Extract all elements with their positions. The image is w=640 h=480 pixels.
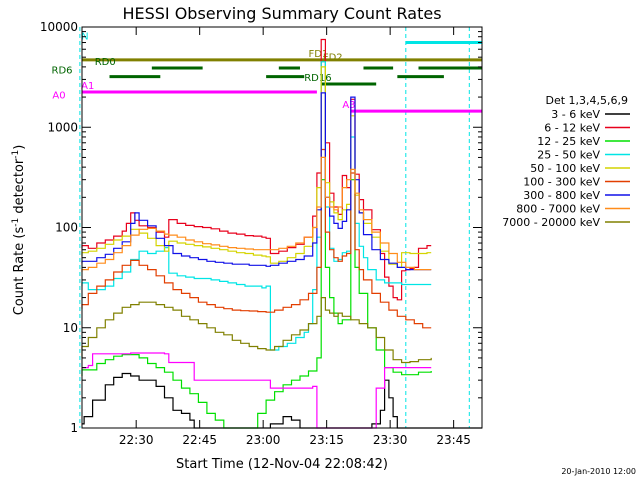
state-bar-label-rd16: RD16: [304, 73, 331, 84]
x-tick-label-4: 23:15: [309, 433, 344, 447]
y-axis-label-sup2: -1: [11, 150, 21, 159]
series-line-2: [81, 179, 432, 429]
y-tick-label-4: 10000: [40, 20, 78, 34]
x-axis-label: Start Time (12-Nov-04 22:08:42): [176, 457, 388, 472]
series-line-8: [81, 297, 432, 364]
series-line-1: [81, 38, 432, 301]
state-bar-label-a1: A1: [81, 81, 94, 92]
y-axis-label-mid: detector: [12, 158, 27, 218]
chart-title: HESSI Observing Summary Count Rates: [122, 4, 441, 23]
legend-label-8: 7000 - 20000 keV: [502, 216, 600, 229]
footer-date: 20-Jan-2010 12:00: [561, 467, 636, 476]
legend-label-4: 50 - 100 keV: [530, 162, 600, 175]
axes: 22:30 22:45 23:00 23:15 23:30 23:45 1 10 100 1000…: [40, 20, 482, 447]
x-tick-label-1: 22:30: [119, 433, 154, 447]
legend-label-6: 300 - 800 keV: [523, 189, 600, 202]
state-bar-label-a0: A0: [52, 91, 65, 102]
state-bar-label-rd6: RD6: [52, 66, 73, 77]
legend-label-0: 3 - 6 keV: [551, 108, 600, 121]
legend-label-3: 25 - 50 keV: [537, 149, 600, 162]
legend-label-1: 6 - 12 keV: [544, 122, 600, 135]
y-tick-label-0: 1: [70, 421, 78, 435]
series-line-4: [81, 66, 432, 268]
state-bar-label-a3: A3: [342, 100, 355, 111]
series-line-9: [82, 352, 432, 429]
y-tick-label-1: 10: [63, 321, 78, 335]
state-bar-label-fd1: FD1: [308, 49, 328, 60]
x-tick-label-5: 23:30: [373, 433, 408, 447]
series-line-7: [81, 156, 432, 272]
series-line-5: [81, 148, 432, 329]
y-tick-label-2: 100: [55, 221, 78, 235]
y-tick-label-3: 1000: [47, 120, 78, 134]
y-axis-label-main: Count Rate (s: [12, 227, 27, 316]
y-axis-label-sup1: -1: [11, 218, 21, 227]
y-axis-label: Count Rate (s-1 detector-1): [11, 145, 27, 316]
state-bar-label-fd2: FD2: [323, 53, 343, 64]
x-tick-label-2: 22:45: [182, 433, 217, 447]
legend-label-2: 12 - 25 keV: [537, 135, 600, 148]
legend-label-5: 100 - 300 keV: [523, 176, 600, 189]
state-bar-label-rd0: RD0: [95, 57, 116, 68]
series-line-3: [81, 61, 432, 351]
x-tick-label-3: 23:00: [246, 433, 281, 447]
x-tick-label-6: 23:45: [436, 433, 471, 447]
y-axis-label-end: ): [12, 145, 27, 150]
series-line-6: [81, 92, 432, 271]
legend-title: Det 1,3,4,5,6,9: [545, 94, 628, 107]
legend-label-7: 800 - 7000 keV: [516, 203, 600, 216]
series-line-0: [82, 372, 482, 429]
